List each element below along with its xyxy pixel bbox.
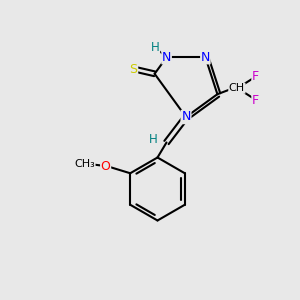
Text: F: F [252,94,259,107]
Text: H: H [151,41,160,54]
Text: CH: CH [229,83,245,93]
Text: CH₃: CH₃ [74,159,95,169]
Text: O: O [101,160,111,173]
Text: F: F [252,70,259,83]
Text: N: N [162,51,171,64]
Text: H: H [148,133,158,146]
Text: N: N [181,110,191,124]
Text: N: N [201,51,210,64]
Text: N: N [181,110,191,124]
Text: S: S [130,63,138,76]
